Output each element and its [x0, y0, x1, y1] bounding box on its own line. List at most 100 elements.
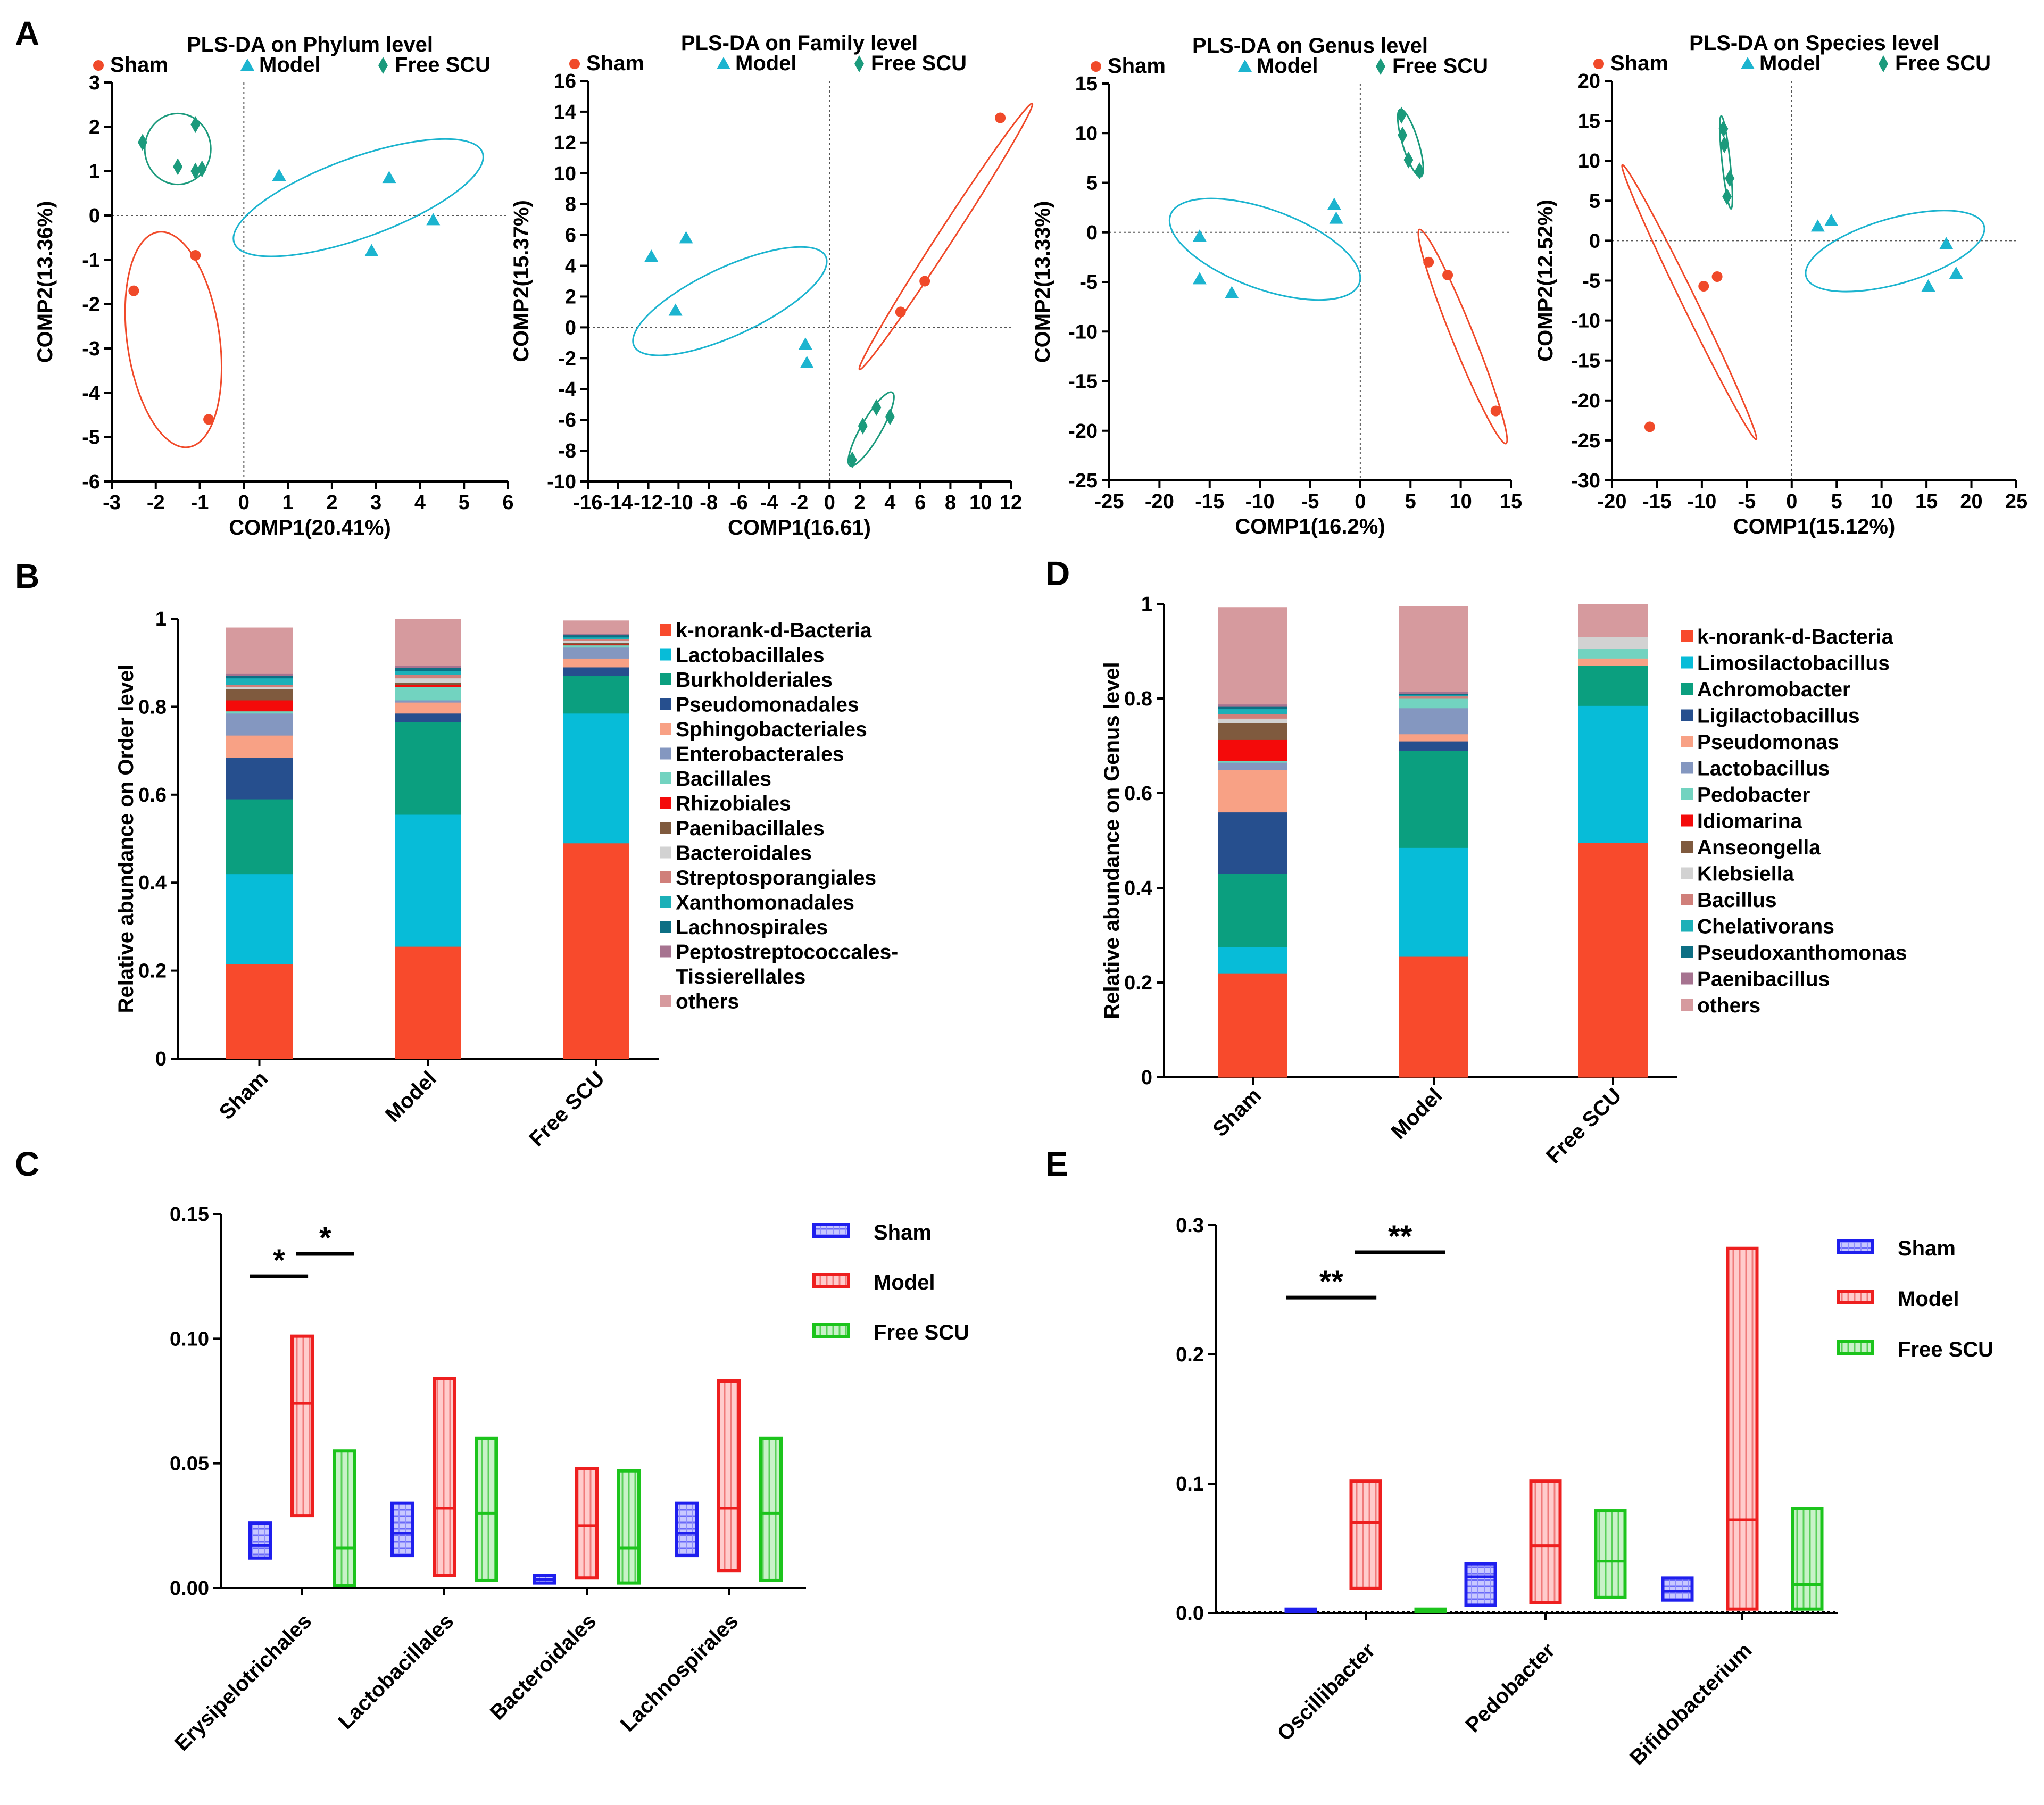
- y-tick-label: 10: [554, 163, 576, 185]
- x-tick-label: -6: [730, 492, 748, 514]
- legend-label: Tissierellales: [676, 966, 805, 988]
- y-tick-label: -8: [558, 440, 576, 462]
- y-axis-label: Relative abundance on Genus level: [1100, 662, 1124, 1019]
- data-point-model: [382, 171, 396, 184]
- bar-segment-k-norank-d-bacteria-sham: [226, 964, 293, 1059]
- x-tick-label: 1: [282, 492, 294, 514]
- y-axis-label: COMP2(15.37%): [510, 200, 533, 362]
- legend-label: others: [1697, 994, 1760, 1017]
- y-tick-label: -4: [558, 378, 576, 401]
- confidence-ellipse-sham: [124, 231, 223, 448]
- x-tick-label: 0: [1786, 490, 1797, 513]
- chart-title: PLS-DA on Species level: [1689, 31, 1939, 55]
- data-point-free-scu: [1719, 136, 1730, 154]
- panel-label-d: D: [1045, 554, 1070, 593]
- x-axis-label: COMP1(20.41%): [229, 516, 391, 539]
- data-point-sham: [1644, 421, 1655, 432]
- y-tick-label: 0.6: [138, 784, 167, 806]
- legend-label: Pseudomonadales: [676, 694, 859, 717]
- y-axis-label: COMP2(12.52%): [1534, 199, 1557, 362]
- data-point-free-scu: [190, 162, 201, 180]
- bar-segment-lachnospirales-free-scu: [563, 635, 629, 638]
- bar-segment-pseudoxanthomonas-model: [1399, 694, 1468, 696]
- data-point-model: [1921, 279, 1935, 292]
- bar-segment-burkholderiales-sham: [226, 799, 293, 875]
- category-label-bifidobacterium: Bifidobacterium: [1625, 1638, 1756, 1769]
- y-tick-label: 0.2: [1176, 1344, 1204, 1366]
- bar-segment-pedobacter-model: [1399, 698, 1468, 709]
- legend-label: Limosilactobacillus: [1697, 652, 1890, 675]
- bar-segment-bacteroidales-sham: [226, 687, 293, 689]
- legend-label-model: Model: [259, 53, 321, 77]
- y-axis-label: COMP2(13.36%): [34, 201, 57, 363]
- bar-segment-limosilactobacillus-model: [1399, 847, 1468, 957]
- legend-label: Bacteroidales: [676, 842, 812, 865]
- bar-segment-chelativorans-sham: [1218, 709, 1287, 714]
- data-point-model: [272, 169, 286, 181]
- x-tick-label: 6: [502, 492, 513, 514]
- x-tick-label: -16: [574, 492, 603, 514]
- legend-marker-sham: [1593, 59, 1604, 69]
- panel-label-e: E: [1045, 1145, 1068, 1183]
- bar-segment-anseongella-sham: [1218, 723, 1287, 740]
- x-tick-label: 4: [884, 492, 895, 514]
- floating-bar-free-scu-lactobacillales: [475, 1436, 498, 1582]
- bar-segment-k-norank-d-bacteria-sham: [1218, 973, 1287, 1078]
- x-tick-label: 8: [945, 492, 956, 514]
- data-point-model: [364, 244, 379, 256]
- y-tick-label: 0.15: [170, 1203, 209, 1226]
- legend-label: Sphingobacteriales: [676, 718, 867, 741]
- bar-segment-paenibacillus-sham: [1218, 704, 1287, 707]
- y-tick-label: -20: [1571, 390, 1600, 412]
- data-point-free-scu: [1415, 162, 1425, 180]
- bar-segment-pedobacter-sham: [1218, 761, 1287, 763]
- data-point-model: [1192, 272, 1207, 285]
- data-point-sham: [1711, 271, 1723, 282]
- y-tick-label: -15: [1068, 371, 1098, 393]
- y-tick-label: 0: [1589, 230, 1600, 252]
- x-tick-label: 12: [1000, 492, 1022, 514]
- panel-label-a: A: [15, 14, 39, 53]
- x-tick-label: 10: [1871, 490, 1893, 513]
- x-tick-label: 3: [370, 492, 381, 514]
- floating-bar-model-pedobacter: [1529, 1479, 1562, 1604]
- confidence-ellipse-model: [1168, 197, 1361, 301]
- x-tick-label: -5: [1738, 490, 1756, 513]
- floating-bar-model-oscillibacter: [1349, 1479, 1382, 1590]
- legend-label-model: Model: [874, 1271, 935, 1294]
- data-point-free-scu: [190, 116, 201, 134]
- significance-stars: **: [1388, 1219, 1412, 1254]
- legend-label: others: [676, 991, 739, 1013]
- data-point-model: [644, 249, 659, 262]
- x-tick-label: -10: [1245, 490, 1275, 513]
- legend-swatch-free-scu: [1837, 1340, 1874, 1355]
- legend-label-free-scu: Free SCU: [874, 1321, 969, 1344]
- x-tick-label: 15: [1500, 490, 1522, 513]
- legend-swatch-enterobacterales: [660, 747, 671, 760]
- x-tick-label: -10: [664, 492, 693, 514]
- legend-label-free-scu: Free SCU: [1392, 54, 1488, 78]
- y-tick-label: -15: [1571, 350, 1600, 372]
- legend-label: Paenibacillales: [676, 817, 825, 840]
- bar-segment-paenibacillales-sham: [226, 689, 293, 701]
- x-tick-label: -2: [147, 492, 165, 514]
- category-label-model: Model: [381, 1067, 441, 1127]
- legend-label: Chelativorans: [1697, 916, 1834, 938]
- floating-bar-model-lactobacillales: [433, 1377, 456, 1577]
- legend-swatch-lactobacillales: [660, 648, 671, 661]
- legend-swatch-bacillus: [1681, 894, 1693, 905]
- data-point-sham: [1423, 256, 1434, 268]
- legend-label-sham: Sham: [586, 52, 644, 75]
- y-tick-label: -5: [1582, 270, 1600, 293]
- order-floating-bar-chart: 0.00 0.05 0.10 0.15 Erysipelotrichales Lactob…: [170, 1203, 969, 1756]
- bar-segment-k-norank-d-bacteria-model: [1399, 956, 1468, 1078]
- data-point-sham: [919, 276, 930, 287]
- y-tick-label: 5: [1086, 172, 1098, 195]
- legend-marker-free-scu: [854, 55, 864, 72]
- bar-segment-achromobacter-model: [1399, 750, 1468, 848]
- data-point-free-scu: [885, 408, 895, 426]
- x-tick-label: -12: [634, 492, 663, 514]
- y-tick-label: 16: [554, 70, 576, 93]
- significance-stars: *: [319, 1221, 331, 1255]
- confidence-ellipse-free-scu: [144, 112, 212, 186]
